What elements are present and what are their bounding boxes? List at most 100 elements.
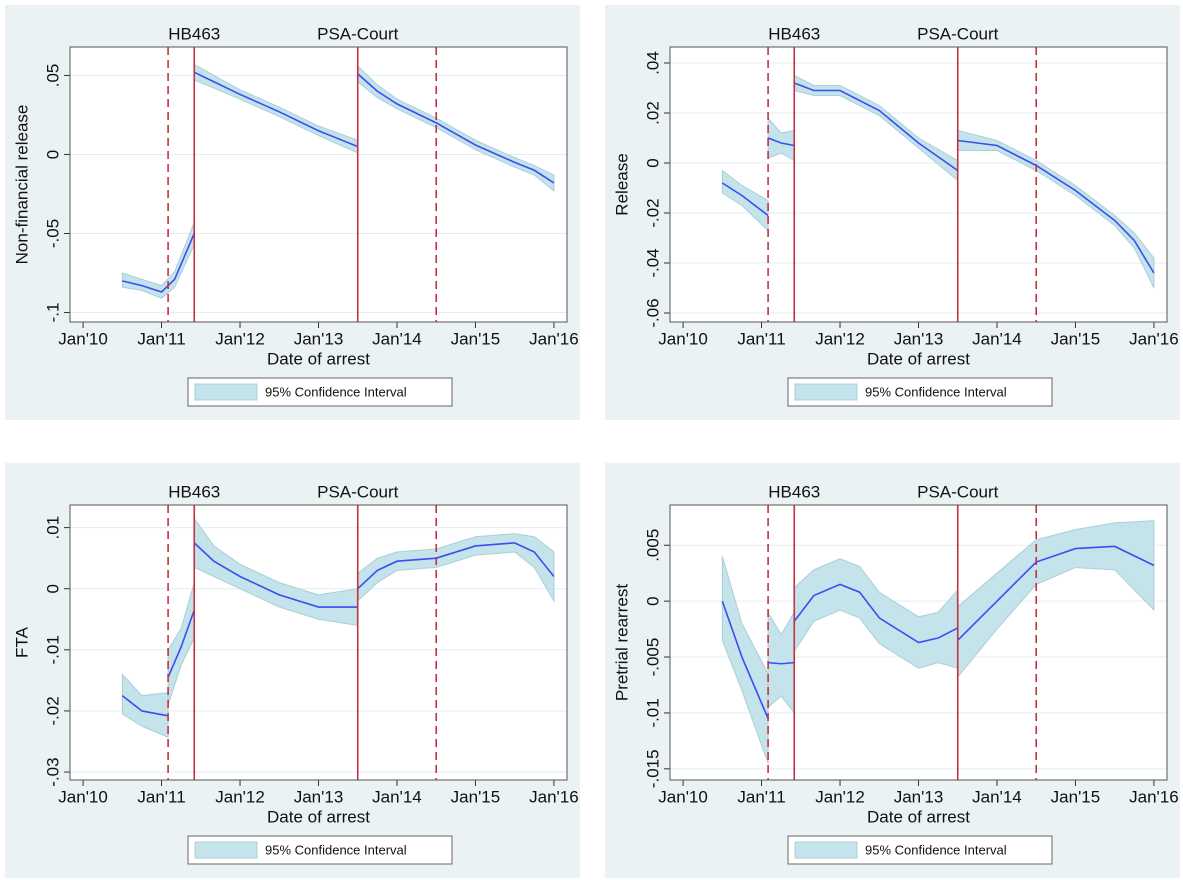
fitted-line	[193, 71, 359, 148]
legend-swatch	[794, 383, 858, 401]
x-tick-label: Jan'15	[1051, 787, 1101, 806]
confidence-band	[957, 129, 1155, 289]
event-label: PSA-Court	[317, 482, 399, 501]
y-tick-label: -.05	[43, 219, 62, 248]
x-tick-label: Jan'14	[972, 787, 1022, 806]
event-label: PSA-Court	[917, 482, 999, 501]
y-tick-label: -.06	[643, 298, 662, 327]
plot-frame	[69, 504, 568, 781]
fitted-line	[957, 545, 1155, 641]
confidence-band	[121, 672, 169, 738]
x-tick-label: Jan'12	[815, 787, 865, 806]
x-axis-label: Date of arrest	[267, 807, 370, 826]
x-tick-label: Jan'11	[137, 329, 185, 348]
event-label: HB463	[168, 24, 220, 43]
fitted-line	[721, 600, 769, 719]
fitted-line	[122, 233, 195, 293]
x-tick-label: Jan'16	[1129, 787, 1179, 806]
legend-label: 95% Confidence Interval	[865, 384, 1007, 399]
y-tick-label: -.1	[43, 303, 62, 323]
y-axis-label: Release	[612, 153, 631, 215]
fitted-line	[357, 542, 555, 590]
x-tick-label: Jan'10	[658, 787, 708, 806]
plot-frame	[669, 46, 1168, 323]
x-tick-label: Jan'13	[894, 329, 944, 348]
y-tick-label: 0	[43, 150, 62, 159]
x-tick-label: Jan'16	[529, 787, 579, 806]
y-axis-label: Pretrial rearrest	[612, 584, 631, 701]
fitted-line	[721, 182, 769, 217]
x-tick-label: Jan'16	[1129, 329, 1179, 348]
confidence-band	[721, 556, 769, 764]
x-tick-label: Jan'13	[894, 787, 944, 806]
fitted-line	[357, 73, 555, 184]
event-label: PSA-Court	[317, 24, 399, 43]
x-tick-label: Jan'11	[737, 787, 785, 806]
y-tick-label: -.03	[43, 757, 62, 786]
x-tick-label: Jan'15	[1051, 329, 1101, 348]
y-tick-label: .02	[643, 101, 662, 125]
x-axis-label: Date of arrest	[267, 349, 370, 368]
x-tick-label: Jan'13	[294, 787, 344, 806]
x-tick-label: Jan'12	[815, 329, 865, 348]
y-tick-label: .05	[43, 64, 62, 88]
y-tick-label: -.02	[643, 198, 662, 227]
event-label: PSA-Court	[917, 24, 999, 43]
plot-frame	[669, 504, 1168, 781]
x-tick-label: Jan'11	[137, 787, 185, 806]
plot-frame	[69, 46, 568, 323]
confidence-band	[957, 520, 1155, 679]
y-tick-label: .04	[643, 51, 662, 75]
fitted-line	[193, 542, 358, 608]
confidence-band	[357, 64, 555, 192]
y-tick-label: -.015	[643, 749, 662, 788]
y-tick-label: 0	[643, 158, 662, 167]
x-tick-label: Jan'15	[451, 787, 501, 806]
x-tick-label: Jan'10	[58, 787, 108, 806]
x-tick-label: Jan'12	[215, 787, 265, 806]
y-tick-label: -.02	[43, 696, 62, 725]
x-tick-label: Jan'10	[58, 329, 108, 348]
legend-label: 95% Confidence Interval	[265, 842, 407, 857]
y-tick-label: -.005	[643, 638, 662, 677]
fitted-line	[167, 609, 196, 678]
y-axis-label: FTA	[12, 626, 31, 658]
y-tick-label: 0	[43, 584, 62, 593]
legend-swatch	[194, 841, 258, 859]
legend-label: 95% Confidence Interval	[265, 384, 407, 399]
x-tick-label: Jan'14	[372, 329, 422, 348]
legend-swatch	[194, 383, 258, 401]
event-label: HB463	[168, 482, 220, 501]
event-label: HB463	[768, 24, 820, 43]
fitted-line	[957, 139, 1155, 274]
x-tick-label: Jan'10	[658, 329, 708, 348]
x-tick-label: Jan'16	[529, 329, 579, 348]
plot-area	[670, 47, 1167, 322]
x-tick-label: Jan'14	[372, 787, 422, 806]
event-label: HB463	[768, 482, 820, 501]
y-tick-label: .01	[43, 516, 62, 540]
y-axis-label: Non-financial release	[12, 105, 31, 265]
fitted-line	[793, 583, 959, 644]
confidence-band	[357, 533, 555, 603]
legend-label: 95% Confidence Interval	[865, 842, 1007, 857]
y-tick-label: 0	[643, 596, 662, 605]
y-tick-label: -.01	[643, 698, 662, 727]
fitted-line	[121, 695, 169, 717]
legend-swatch	[794, 841, 858, 859]
x-tick-label: Jan'14	[972, 329, 1022, 348]
y-tick-label: -.04	[643, 248, 662, 277]
panel: .05 0 -.05 -.1 Jan'10 Jan'11 Jan'12 Jan'13 Jan'1…	[5, 5, 580, 420]
plot-area	[70, 47, 567, 322]
y-tick-label: .005	[643, 529, 662, 562]
fitted-line	[768, 661, 795, 665]
x-tick-label: Jan'13	[294, 329, 344, 348]
fitted-line	[767, 137, 795, 147]
fitted-line	[793, 82, 959, 172]
x-axis-label: Date of arrest	[867, 349, 970, 368]
x-tick-label: Jan'11	[737, 329, 785, 348]
x-tick-label: Jan'15	[451, 329, 501, 348]
